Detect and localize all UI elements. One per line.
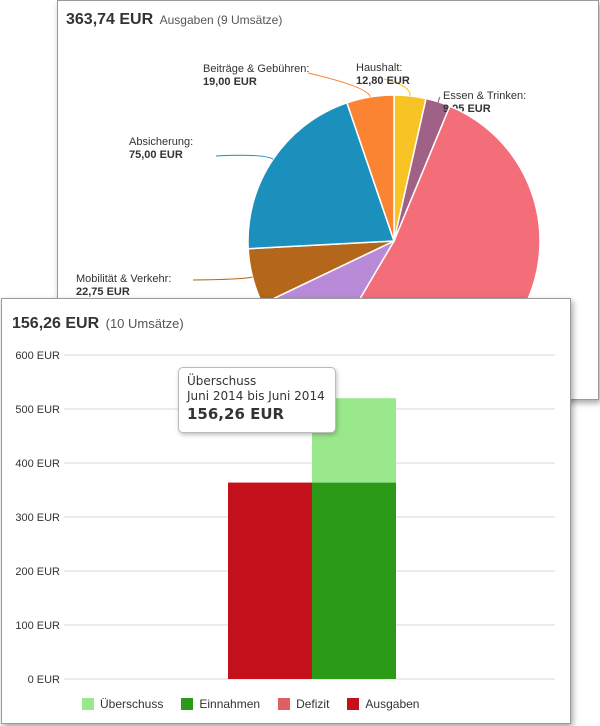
pie-slice-value: 12,80 EUR xyxy=(356,75,410,87)
pie-connector xyxy=(192,276,253,281)
balance-bar-panel: 156,26 EUR (10 Umsätze) 0 EUR 100 EUR 200 … xyxy=(1,298,571,724)
pie-slice-label: Essen & Trinken: xyxy=(443,90,526,102)
pie-subtitle: Ausgaben (9 Umsätze) xyxy=(159,13,283,27)
legend-swatch xyxy=(278,698,291,710)
pie-slice-value: 22,75 EUR xyxy=(76,286,130,298)
legend-swatch xyxy=(181,698,194,710)
bar-tooltip: Überschuss Juni 2014 bis Juni 2014 156,2… xyxy=(178,367,336,433)
y-tick-label: 100 EUR xyxy=(15,620,60,632)
bar-total: 156,26 EUR xyxy=(12,315,100,332)
pie-connector xyxy=(437,96,441,104)
legend-label: Defizit xyxy=(296,697,330,711)
legend-label: Einnahmen xyxy=(199,697,261,711)
tooltip-value: 156,26 EUR xyxy=(187,405,285,423)
legend-label: Ausgaben xyxy=(365,697,420,711)
pie-total: 363,74 EUR xyxy=(66,11,154,28)
legend-swatch xyxy=(82,698,94,710)
pie-slice-label: Absicherung: xyxy=(129,136,193,148)
legend-item[interactable]: Ausgaben xyxy=(347,697,419,711)
pie-slice-label: Mobilität & Verkehr: xyxy=(76,273,171,285)
bar-segment[interactable] xyxy=(228,482,312,679)
bar-panel-header: 156,26 EUR (10 Umsätze) xyxy=(12,315,184,333)
pie-panel-header: 363,74 EUR Ausgaben (9 Umsätze) xyxy=(66,11,282,29)
pie-connector xyxy=(307,72,371,98)
legend-item[interactable]: Einnahmen xyxy=(181,697,260,711)
bar-segment[interactable] xyxy=(312,482,396,679)
bar-subtitle: (10 Umsätze) xyxy=(105,316,184,331)
legend-swatch xyxy=(347,698,360,710)
pie-slice-label: Haushalt: xyxy=(356,62,402,74)
bar-chart[interactable]: 0 EUR 100 EUR 200 EUR 300 EUR 400 EUR 500 EUR… xyxy=(2,299,570,723)
pie-slice-value: 19,00 EUR xyxy=(203,76,257,88)
y-tick-label: 400 EUR xyxy=(15,458,60,470)
legend-label: Überschuss xyxy=(100,697,164,711)
pie-slice[interactable] xyxy=(345,94,395,242)
y-tick-label: 200 EUR xyxy=(15,566,60,578)
tooltip-series: Überschuss xyxy=(187,374,257,388)
tooltip-period: Juni 2014 bis Juni 2014 xyxy=(187,389,325,403)
y-tick-label: 600 EUR xyxy=(15,350,60,362)
pie-slice-label: Beiträge & Gebühren: xyxy=(203,63,309,75)
y-tick-label: 0 EUR xyxy=(28,674,60,686)
legend-item[interactable]: Überschuss xyxy=(82,697,163,711)
bar-legend: Überschuss Einnahmen Defizit Ausgaben xyxy=(82,697,419,711)
pie-slice-value: 75,00 EUR xyxy=(129,149,183,161)
pie-slice[interactable] xyxy=(247,101,396,250)
pie-connector xyxy=(383,78,411,96)
y-tick-label: 300 EUR xyxy=(15,512,60,524)
y-tick-label: 500 EUR xyxy=(15,404,60,416)
legend-item[interactable]: Defizit xyxy=(278,697,329,711)
pie-connector xyxy=(215,154,274,160)
